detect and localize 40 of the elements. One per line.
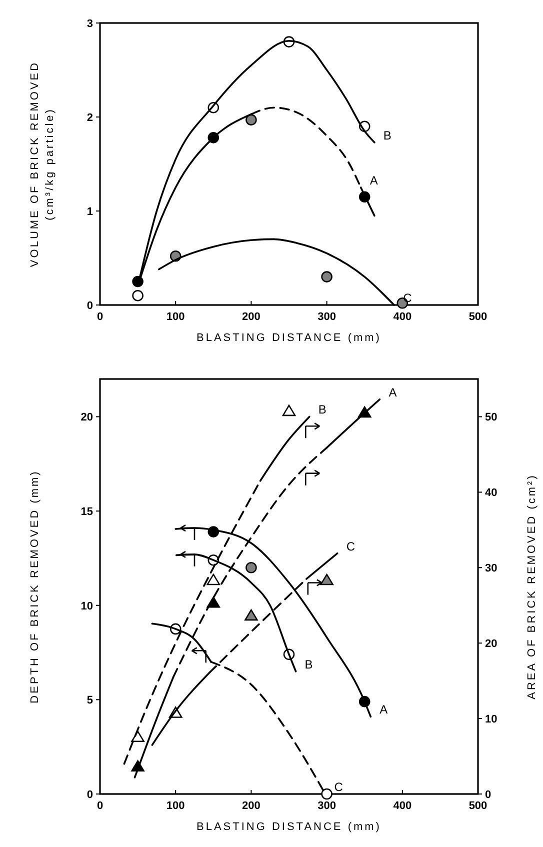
x-tick-label: 100 bbox=[166, 800, 185, 812]
series-label: A bbox=[388, 385, 397, 400]
y-tick-label: 15 bbox=[80, 506, 93, 518]
y-tick-label: 0 bbox=[86, 300, 93, 312]
y-axis-title: VOLUME OF BRICK REMOVED (cm³/kg particle) bbox=[29, 60, 56, 268]
y-tick-label: 3 bbox=[86, 18, 93, 30]
series-label: C bbox=[334, 780, 344, 794]
y-tick-label: 0 bbox=[86, 789, 93, 801]
x-tick-label: 300 bbox=[318, 311, 336, 323]
y-tick-label: 5 bbox=[86, 694, 93, 707]
y-tick-label: 1 bbox=[86, 206, 93, 218]
x-tick-label: 200 bbox=[242, 311, 260, 323]
series-label: B bbox=[383, 128, 392, 142]
series-label: A bbox=[380, 702, 388, 717]
y-tick-label: 2 bbox=[86, 112, 93, 124]
y-tick-label: 20 bbox=[80, 412, 93, 424]
x-tick-label: 400 bbox=[393, 311, 412, 323]
y-axis-title: DEPTH OF BRICK REMOVED (mm) bbox=[29, 470, 41, 704]
x-tick-label: 400 bbox=[393, 800, 412, 812]
series-label: C bbox=[346, 539, 356, 554]
y2-tick-label: 30 bbox=[485, 562, 498, 575]
series-label: B bbox=[318, 402, 326, 417]
x-tick-label: 100 bbox=[166, 311, 185, 323]
y2-tick-label: 0 bbox=[485, 789, 492, 801]
x-axis-title: BLASTING DISTANCE (mm) bbox=[196, 821, 382, 833]
x-axis-title: BLASTING DISTANCE (mm) bbox=[196, 332, 382, 344]
x-tick-label: 0 bbox=[96, 311, 104, 323]
x-tick-label: 500 bbox=[468, 311, 488, 323]
series-label: B bbox=[304, 657, 313, 672]
y2-axis-title: AREA OF BRICK REMOVED (cm²) bbox=[526, 474, 538, 700]
y2-tick-label: 50 bbox=[485, 412, 498, 424]
y2-tick-label: 10 bbox=[485, 714, 498, 726]
series-label: A bbox=[370, 174, 378, 188]
x-tick-label: 0 bbox=[96, 800, 104, 812]
y-tick-label: 10 bbox=[80, 600, 93, 612]
x-tick-label: 200 bbox=[242, 800, 260, 812]
x-tick-label: 500 bbox=[468, 800, 488, 812]
x-tick-label: 300 bbox=[318, 800, 336, 812]
y2-tick-label: 20 bbox=[485, 638, 498, 650]
y2-tick-label: 40 bbox=[485, 487, 498, 500]
